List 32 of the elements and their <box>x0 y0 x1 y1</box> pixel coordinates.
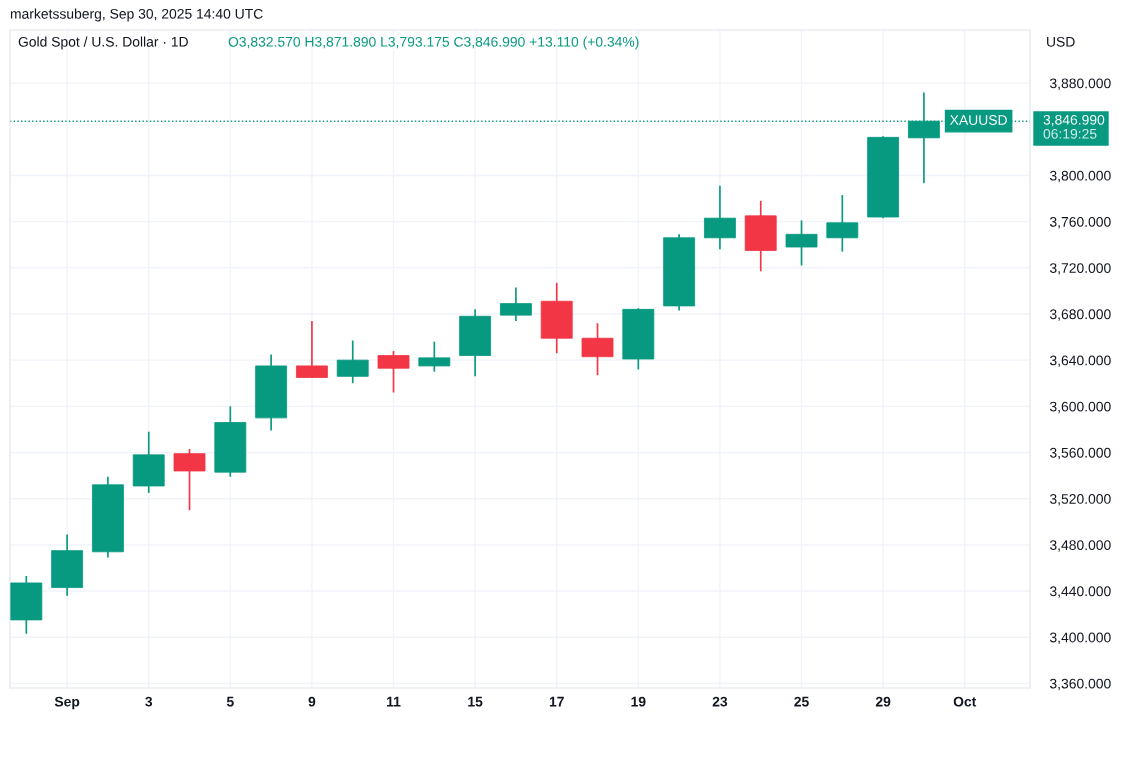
y-tick-label: 3,400.000 <box>1049 632 1111 645</box>
y-tick-label: 3,640.000 <box>1049 355 1111 367</box>
x-tick-label: 19 <box>631 696 646 707</box>
y-tick-label: 3,760.000 <box>1049 216 1111 229</box>
x-tick-label: 29 <box>875 696 891 707</box>
y-tick-label: 3,440.000 <box>1049 586 1111 598</box>
x-tick-label: 23 <box>712 696 728 707</box>
text: 3,846.990 <box>1043 114 1105 127</box>
x-tick-label: 25 <box>794 696 809 707</box>
y-tick-label: 3,720.000 <box>1049 263 1111 275</box>
text: USD <box>1047 36 1075 47</box>
x-tick-label: 3 <box>145 696 153 707</box>
y-tick-label: 3,880.000 <box>1049 78 1111 90</box>
y-tick-label: 3,360.000 <box>1049 678 1111 691</box>
y-tick-label: 3,800.000 <box>1049 170 1111 183</box>
y-tick-label: 3,520.000 <box>1049 494 1111 506</box>
x-tick-label: 15 <box>468 696 483 707</box>
x-tick-label: 17 <box>549 696 564 707</box>
x-tick-label: Oct <box>953 696 977 707</box>
text: marketssuberg, Sep 30, 2025 14:40 UTC <box>10 8 263 22</box>
y-tick-label: 3,560.000 <box>1049 447 1111 460</box>
ref-line-label: XAUUSD <box>949 115 1007 125</box>
x-tick-label: 9 <box>308 696 316 707</box>
x-tick-label: 5 <box>226 696 234 707</box>
y-tick-label: 3,680.000 <box>1049 309 1111 321</box>
x-tick-label: 11 <box>387 696 401 707</box>
x-tick-label: Sep <box>54 696 80 710</box>
y-tick-label: 3,600.000 <box>1049 401 1111 414</box>
y-tick-label: 3,480.000 <box>1049 540 1111 552</box>
text: 06:19:25 <box>1043 128 1097 139</box>
chart-title: Gold Spot / U.S. Dollar · 1D <box>18 36 188 50</box>
chart-subtitle: O3,832.570 H3,871.890 L3,793.175 C3,846.990 +13.110 (+0.34%) <box>228 36 639 50</box>
